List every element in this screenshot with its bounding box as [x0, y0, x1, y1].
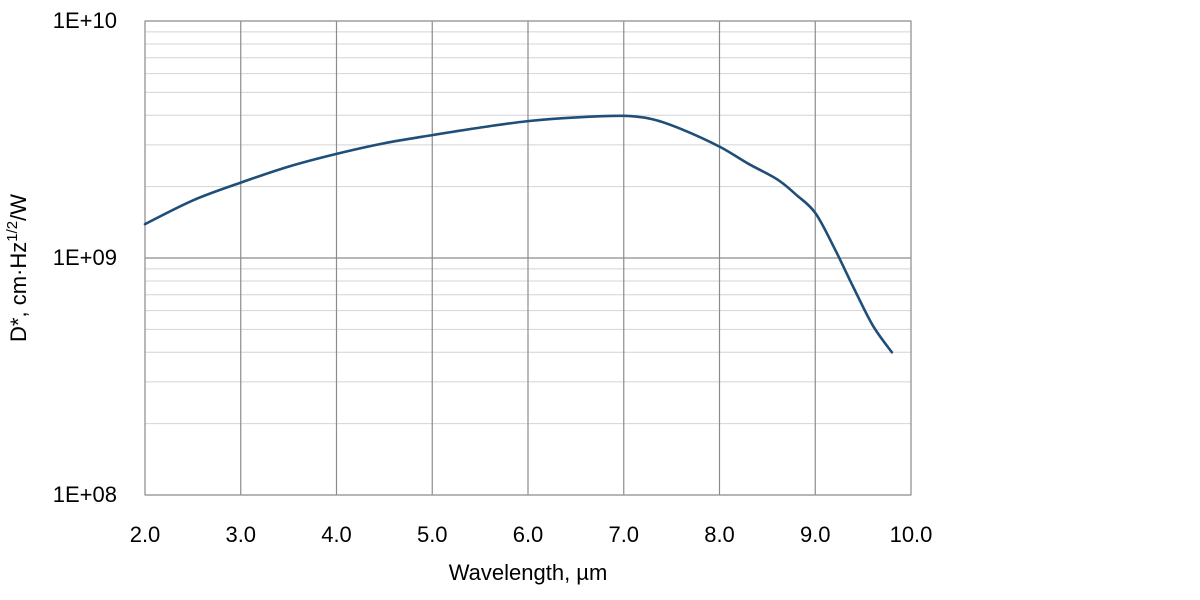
x-axis-title: Wavelength, µm — [449, 560, 608, 585]
y-axis-title-suffix: /W — [6, 194, 31, 221]
x-tick-label: 8.0 — [704, 522, 735, 547]
y-tick-label: 1E+09 — [53, 245, 117, 270]
x-tick-label: 5.0 — [417, 522, 448, 547]
x-tick-label: 4.0 — [321, 522, 352, 547]
y-axis-title-superscript: 1/2 — [4, 221, 21, 242]
x-tick-labels: 2.0 3.0 4.0 5.0 6.0 7.0 8.0 9.0 10.0 — [130, 522, 933, 547]
y-tick-label: 1E+08 — [53, 482, 117, 507]
plot-area-border — [144, 20, 912, 496]
y-tick-label: 1E+10 — [53, 8, 117, 33]
y-axis-title-main: D*, cm·Hz — [6, 242, 31, 342]
y-axis-title: D*, cm·Hz1/2/W — [4, 194, 31, 342]
series-line — [143, 114, 894, 354]
x-tick-label: 9.0 — [800, 522, 831, 547]
x-tick-label: 7.0 — [608, 522, 639, 547]
y-tick-labels: 1E+08 1E+09 1E+10 — [53, 8, 117, 507]
series-layer — [143, 114, 894, 354]
x-tick-label: 2.0 — [130, 522, 161, 547]
x-tick-label: 3.0 — [225, 522, 256, 547]
x-tick-label: 6.0 — [513, 522, 544, 547]
x-tick-label: 10.0 — [890, 522, 933, 547]
